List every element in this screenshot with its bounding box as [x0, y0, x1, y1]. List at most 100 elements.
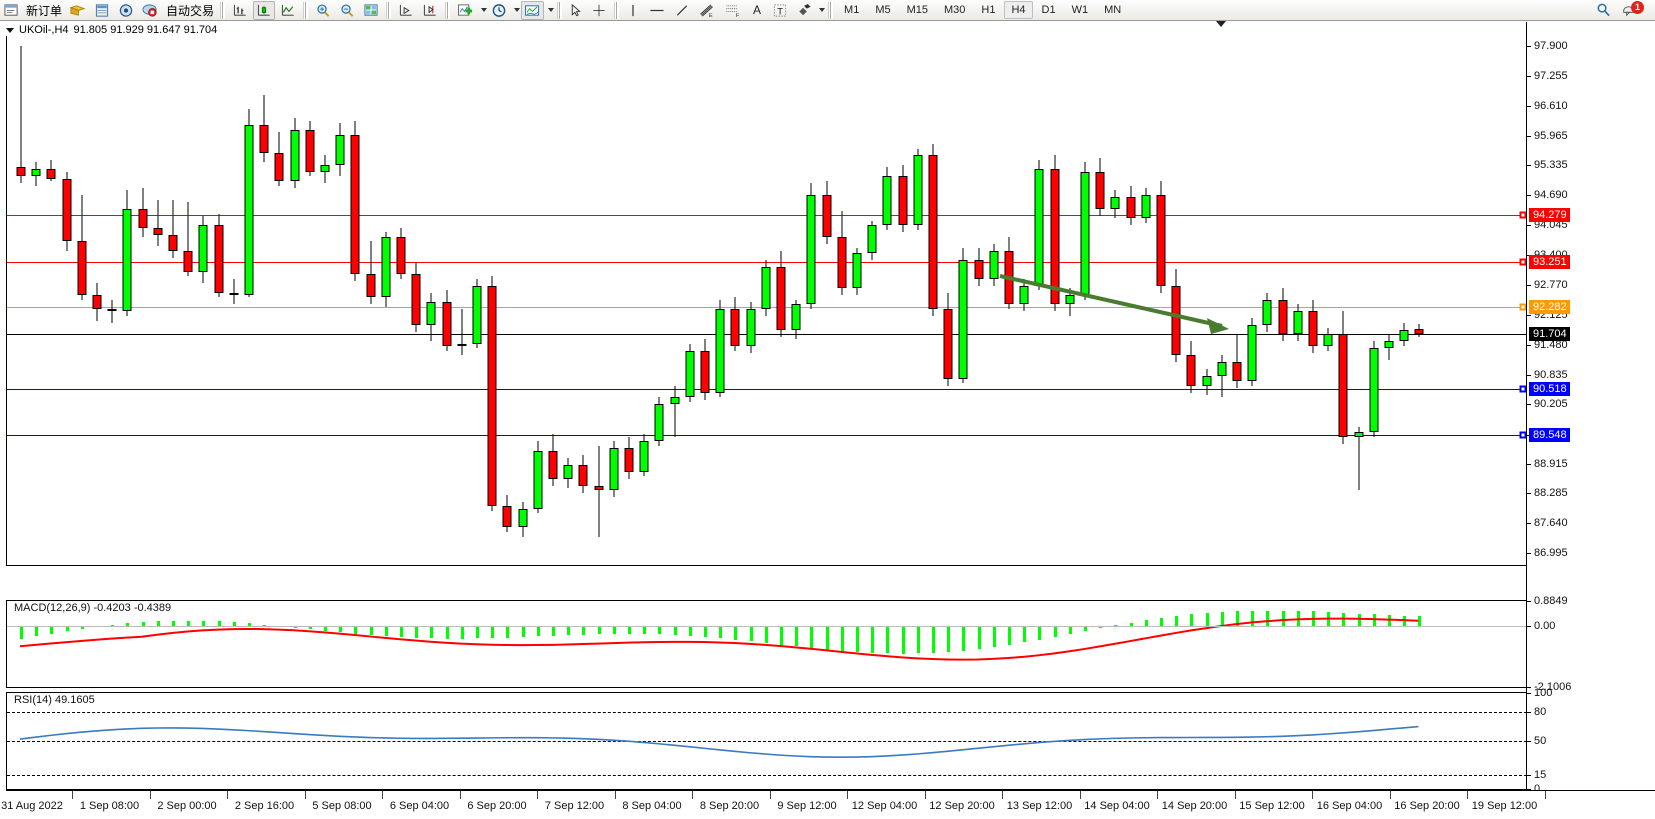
- hline-icon[interactable]: [645, 1, 669, 20]
- bar-chart-icon[interactable]: [229, 1, 251, 20]
- autotrade-icon[interactable]: [139, 1, 162, 20]
- macd-histogram-bar: [187, 620, 191, 627]
- timeframe-m15[interactable]: M15: [906, 4, 928, 16]
- macd-histogram-bar: [1175, 616, 1179, 627]
- macd-histogram-bar: [1068, 626, 1072, 635]
- timeframe-h4[interactable]: H4: [1004, 1, 1033, 19]
- level-price-tag-resistance-1[interactable]: 94.279: [1529, 207, 1570, 222]
- candlestick: [1094, 36, 1106, 565]
- price-tick-label: 94.690: [1534, 189, 1568, 202]
- level-handle-pivot[interactable]: [1519, 303, 1526, 311]
- new-order-label[interactable]: 新订单: [26, 3, 63, 18]
- level-handle-resistance-1[interactable]: [1519, 211, 1526, 219]
- zoom-in-icon[interactable]: [312, 1, 334, 20]
- macd-histogram-bar: [688, 626, 692, 636]
- candlestick-chart-icon[interactable]: [253, 0, 276, 20]
- level-price-tag-pivot[interactable]: 92.282: [1529, 300, 1570, 315]
- price-tick: [1527, 493, 1531, 495]
- chevron-down-icon[interactable]: [819, 8, 826, 12]
- timeframe-d1[interactable]: D1: [1041, 4, 1056, 16]
- chart-shift-icon[interactable]: [395, 1, 417, 20]
- level-price-tag-current-price[interactable]: 91.704: [1529, 327, 1570, 342]
- line-chart-icon[interactable]: [277, 1, 299, 20]
- candle-body: [1034, 169, 1044, 286]
- market-watch-icon[interactable]: [91, 1, 113, 20]
- price-chart-panel[interactable]: [6, 36, 1526, 566]
- candlestick: [942, 36, 954, 565]
- search-icon[interactable]: [1592, 1, 1615, 20]
- level-price-tag-support-2[interactable]: 89.548: [1529, 427, 1570, 442]
- crosshair-icon[interactable]: [588, 1, 610, 20]
- candlestick: [76, 36, 88, 565]
- toolbar-separator: [614, 1, 620, 19]
- time-tick: [1157, 791, 1158, 799]
- macd-histogram-bar: [856, 626, 859, 652]
- level-price-tag-resistance-2[interactable]: 93.251: [1529, 255, 1570, 270]
- macd-histogram-bar: [749, 626, 753, 642]
- toolbar-separator: [445, 1, 451, 19]
- navigator-icon[interactable]: [115, 1, 137, 20]
- macd-indicator-panel[interactable]: MACD(12,26,9) -0.4203 -0.4389: [6, 600, 1526, 688]
- candle-body: [1247, 325, 1257, 381]
- templates-icon[interactable]: [521, 0, 545, 20]
- auto-scroll-icon[interactable]: [419, 1, 441, 20]
- chart-scroll-marker[interactable]: [1216, 21, 1226, 27]
- period-icon[interactable]: [488, 1, 510, 20]
- rsi-indicator-panel[interactable]: RSI(14) 49.1605: [6, 692, 1526, 790]
- price-axis[interactable]: 97.900 97.255 96.610 95.965 95.335 94.690 94.0…: [1526, 22, 1655, 795]
- candlestick: [684, 36, 696, 565]
- notifications-icon[interactable]: 1: [1617, 0, 1647, 20]
- time-tick-label: 8 Sep 04:00: [622, 800, 682, 812]
- candle-body: [1338, 334, 1348, 437]
- candle-body: [1323, 334, 1333, 347]
- shapes-icon[interactable]: [793, 1, 815, 20]
- fibonacci-icon[interactable]: F: [721, 1, 745, 20]
- chevron-down-icon[interactable]: [514, 8, 521, 12]
- timeframe-mn[interactable]: MN: [1104, 4, 1122, 16]
- macd-histogram-bar: [324, 626, 327, 631]
- chevron-down-icon[interactable]: [548, 8, 555, 12]
- level-line-resistance-1[interactable]: [7, 214, 1526, 216]
- candle-body: [183, 250, 193, 272]
- chart-ohlc-values: 91.805 91.929 91.647 91.704: [73, 24, 218, 36]
- time-axis[interactable]: 31 Aug 2022 1 Sep 08:00 2 Sep 00:00 2 Sep 1…: [1, 790, 1655, 819]
- timeframe-m5[interactable]: M5: [875, 4, 891, 16]
- price-tick: [1527, 374, 1531, 376]
- rsi-label: RSI(14) 49.1605: [12, 694, 97, 706]
- candlestick: [1231, 36, 1243, 565]
- level-line-support-2[interactable]: [7, 434, 1526, 436]
- indicators-icon[interactable]: [454, 1, 477, 20]
- time-tick: [692, 791, 693, 799]
- cursor-icon[interactable]: [566, 1, 586, 20]
- chart-menu-icon[interactable]: [6, 27, 14, 33]
- timeframe-w1[interactable]: W1: [1071, 4, 1089, 16]
- chevron-down-icon[interactable]: [481, 8, 488, 12]
- level-handle-resistance-2[interactable]: [1519, 258, 1526, 266]
- macd-histogram-bar: [339, 626, 343, 633]
- level-price-tag-support-1[interactable]: 90.518: [1529, 382, 1570, 397]
- macd-histogram-bar: [141, 622, 145, 627]
- new-order-icon[interactable]: [1, 1, 22, 20]
- timeframe-m30[interactable]: M30: [944, 4, 966, 16]
- level-line-resistance-2[interactable]: [7, 262, 1526, 264]
- level-handle-support-1[interactable]: [1519, 385, 1526, 393]
- macd-histogram-bar: [612, 626, 616, 634]
- timeframe-m1[interactable]: M1: [844, 4, 860, 16]
- time-tick-label: 1 Sep 08:00: [79, 800, 140, 812]
- equidistant-channel-icon[interactable]: E: [695, 1, 719, 20]
- timeframe-h1[interactable]: H1: [981, 4, 996, 16]
- level-handle-support-2[interactable]: [1519, 431, 1526, 439]
- profiles-icon[interactable]: [66, 1, 89, 20]
- vline-icon[interactable]: [623, 1, 643, 20]
- zoom-out-icon[interactable]: [336, 1, 358, 20]
- trendline-icon[interactable]: [671, 1, 693, 20]
- level-line-support-1[interactable]: [7, 389, 1526, 391]
- text-label-icon[interactable]: T: [769, 1, 791, 20]
- level-line-current-price[interactable]: [7, 334, 1526, 336]
- autotrade-label[interactable]: 自动交易: [166, 3, 215, 18]
- macd-histogram-bar: [263, 624, 267, 627]
- price-tick-label: 94.045: [1534, 219, 1568, 232]
- tile-windows-icon[interactable]: [360, 1, 382, 20]
- text-icon[interactable]: A: [753, 3, 762, 17]
- candlestick: [593, 36, 605, 565]
